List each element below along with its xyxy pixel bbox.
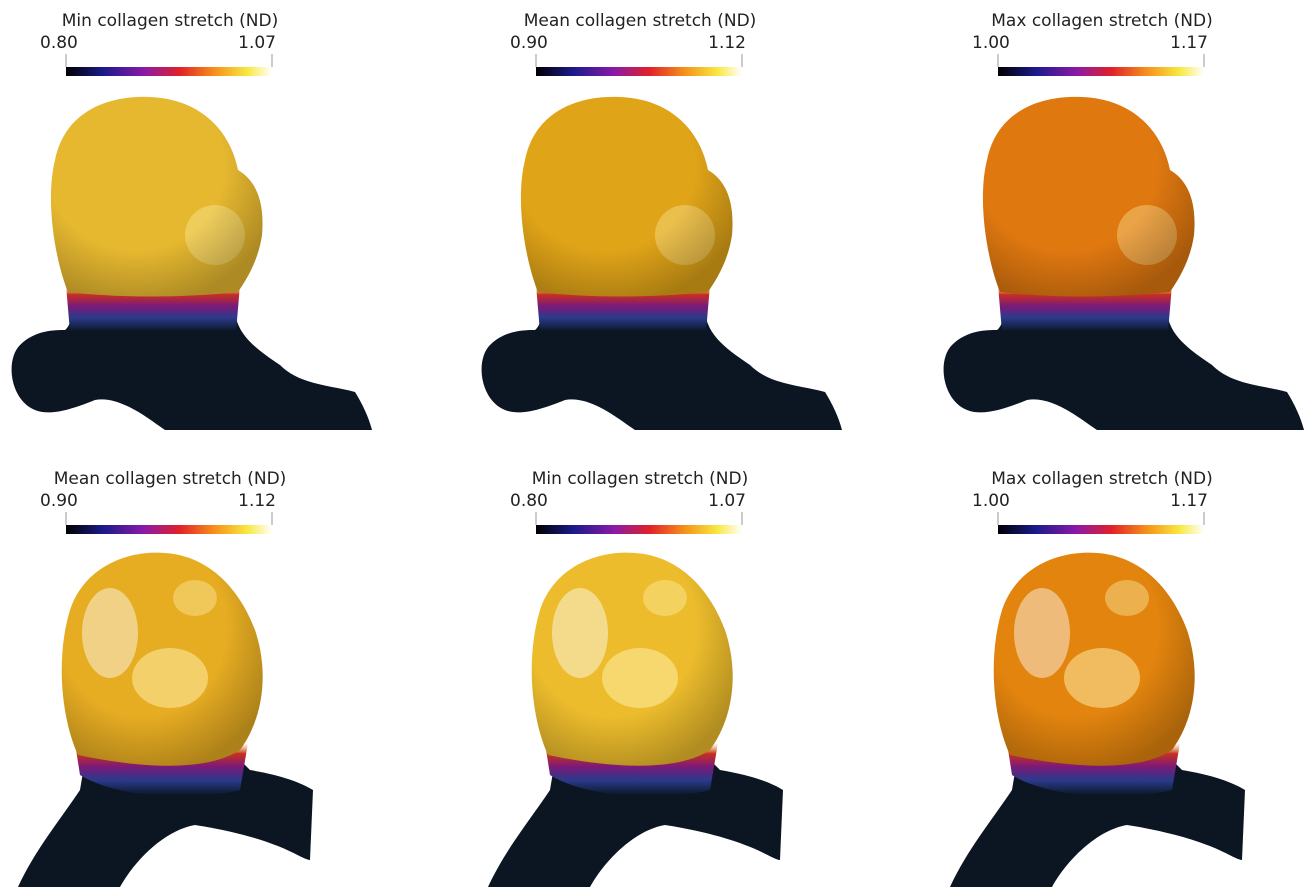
aneurysm-render bbox=[950, 552, 1245, 887]
panel: Max collagen stretch (ND)1.00 1.17 bbox=[943, 11, 1304, 430]
vessel bbox=[488, 760, 783, 887]
aneurysm-render bbox=[481, 96, 842, 430]
aneurysm-render bbox=[943, 96, 1304, 430]
panel: Min collagen stretch (ND)0.80 1.07 bbox=[488, 469, 783, 887]
colorbar bbox=[536, 525, 742, 534]
colorbar-title: Mean collagen stretch (ND) bbox=[54, 469, 287, 489]
dome-shade bbox=[993, 552, 1195, 766]
colorbar-max-label: 1.17 bbox=[1170, 491, 1208, 511]
colorbar-min-label: 0.80 bbox=[510, 491, 548, 511]
colorbar-max-label: 1.12 bbox=[708, 33, 746, 53]
dome-shade bbox=[531, 552, 733, 766]
colorbar-max-label: 1.17 bbox=[1170, 33, 1208, 53]
dome-shade bbox=[61, 552, 263, 766]
colorbar bbox=[536, 67, 742, 76]
vessel bbox=[11, 300, 372, 430]
neck-band bbox=[536, 285, 710, 332]
colorbar-title: Min collagen stretch (ND) bbox=[62, 11, 278, 31]
colorbar bbox=[998, 67, 1204, 76]
colorbar-title: Min collagen stretch (ND) bbox=[532, 469, 748, 489]
dome-shade bbox=[520, 96, 733, 297]
colorbar-max-label: 1.07 bbox=[708, 491, 746, 511]
dome-shade bbox=[982, 96, 1195, 297]
neck-band bbox=[66, 285, 240, 332]
vessel bbox=[481, 300, 842, 430]
colorbar-max-label: 1.07 bbox=[238, 33, 276, 53]
neck-band bbox=[998, 285, 1172, 332]
colorbar-min-label: 0.80 bbox=[40, 33, 78, 53]
panel: Mean collagen stretch (ND)0.90 1.12 bbox=[481, 11, 842, 430]
panel: Mean collagen stretch (ND)0.90 1.12 bbox=[18, 469, 313, 887]
vessel bbox=[18, 760, 313, 887]
colorbar bbox=[66, 67, 272, 76]
panel: Min collagen stretch (ND)0.80 1.07 bbox=[11, 11, 372, 430]
colorbar-title: Max collagen stretch (ND) bbox=[991, 11, 1212, 31]
colorbar-min-label: 0.90 bbox=[40, 491, 78, 511]
aneurysm-render bbox=[488, 552, 783, 887]
aneurysm-render bbox=[18, 552, 313, 887]
panel: Max collagen stretch (ND)1.00 1.17 bbox=[950, 469, 1245, 887]
colorbar bbox=[998, 525, 1204, 534]
vessel bbox=[950, 760, 1245, 887]
colorbar-min-label: 1.00 bbox=[972, 491, 1010, 511]
dome-shade bbox=[50, 96, 263, 297]
colorbar-title: Max collagen stretch (ND) bbox=[991, 469, 1212, 489]
vessel bbox=[943, 300, 1304, 430]
colorbar-min-label: 0.90 bbox=[510, 33, 548, 53]
colorbar bbox=[66, 525, 272, 534]
aneurysm-render bbox=[11, 96, 372, 430]
colorbar-title: Mean collagen stretch (ND) bbox=[524, 11, 757, 31]
colorbar-min-label: 1.00 bbox=[972, 33, 1010, 53]
colorbar-max-label: 1.12 bbox=[238, 491, 276, 511]
